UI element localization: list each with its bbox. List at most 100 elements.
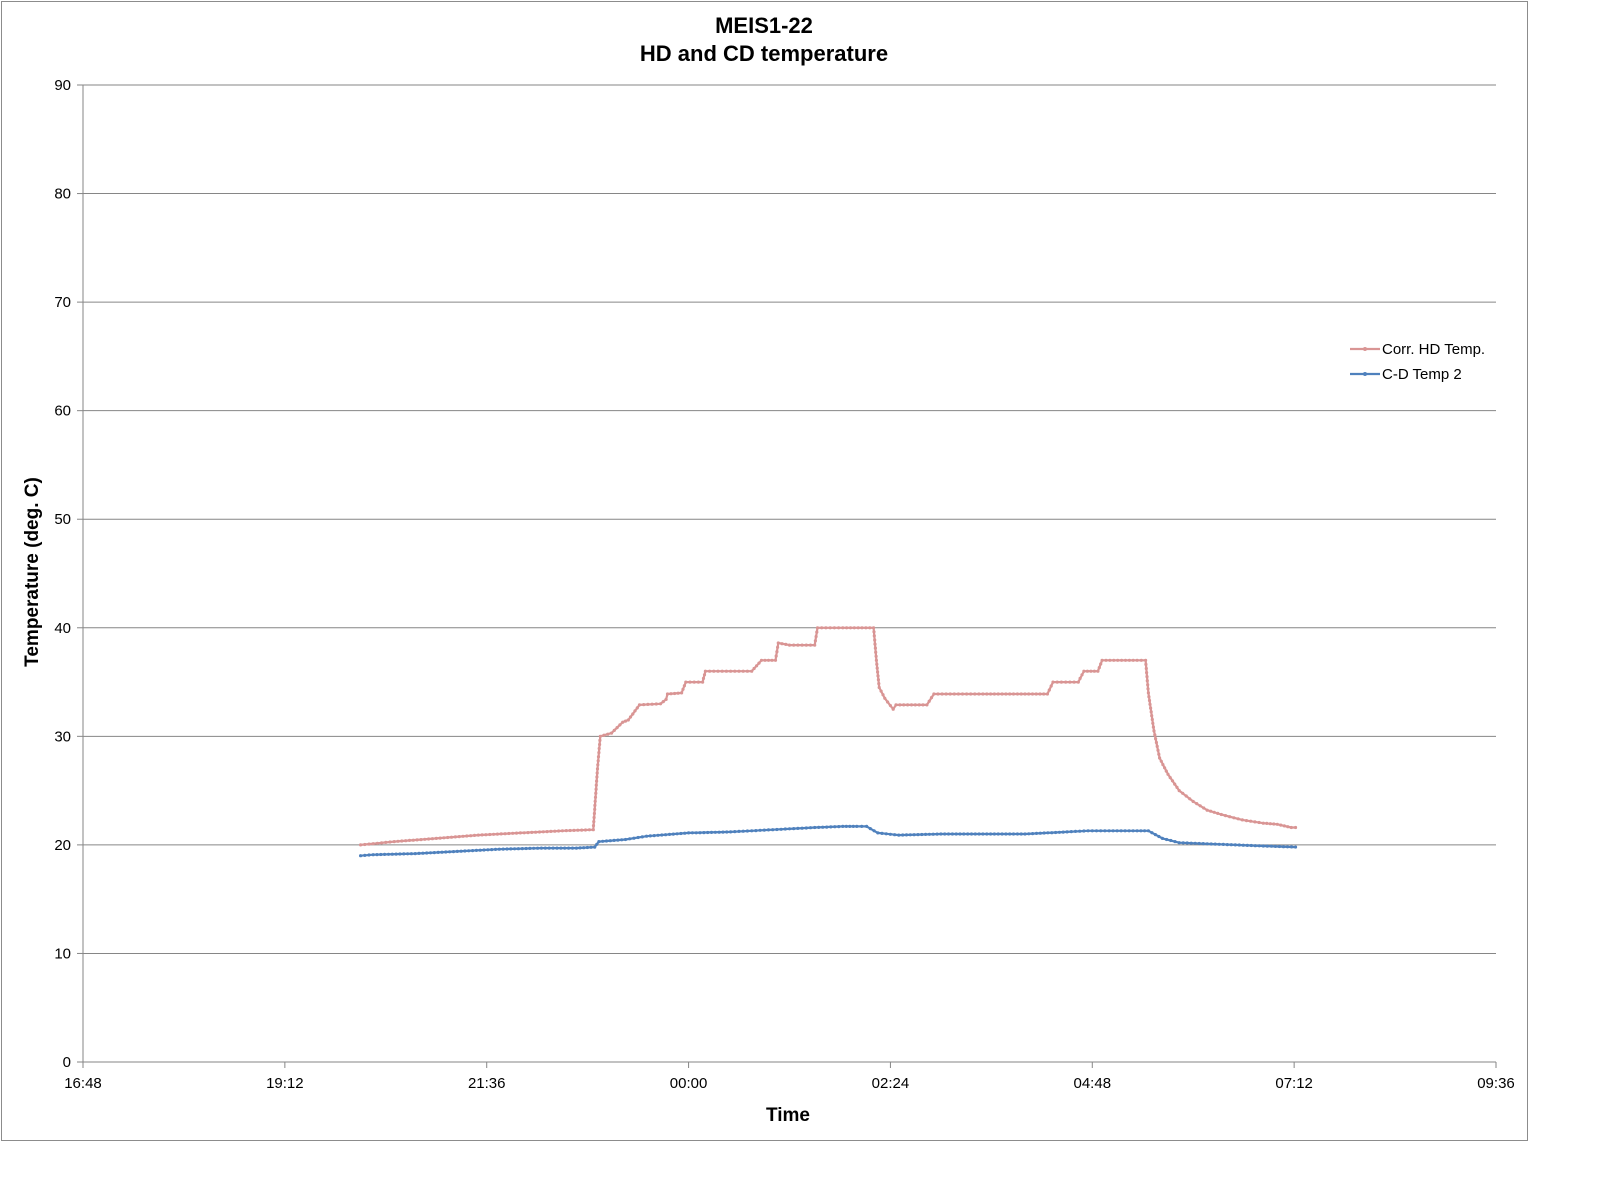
data-point: [623, 719, 628, 723]
data-point: [1055, 680, 1059, 684]
data-point: [824, 626, 828, 630]
data-point: [567, 846, 571, 850]
data-point: [367, 853, 371, 857]
data-point: [1150, 831, 1154, 835]
data-point: [560, 829, 565, 833]
data-point: [676, 691, 680, 695]
data-point: [721, 830, 725, 834]
data-point: [631, 712, 635, 716]
data-point: [1245, 843, 1249, 848]
data-point: [1030, 692, 1035, 696]
data-point: [690, 831, 695, 835]
data-point: [430, 837, 434, 841]
data-point: [940, 692, 944, 696]
data-point: [1144, 666, 1148, 671]
data-point: [1197, 841, 1201, 846]
data-point: [367, 842, 371, 846]
data-point: [927, 832, 932, 836]
data-point: [1216, 811, 1220, 816]
data-point: [635, 706, 639, 710]
data-point: [363, 853, 367, 858]
data-point: [969, 832, 974, 836]
data-point: [709, 830, 714, 835]
data-point: [851, 824, 855, 829]
data-point: [593, 845, 597, 849]
data-point: [520, 847, 524, 851]
data-point: [1145, 679, 1149, 683]
data-point: [438, 836, 442, 840]
data-point: [876, 831, 880, 835]
data-point: [939, 832, 943, 836]
data-point: [906, 703, 910, 707]
data-point: [1049, 684, 1053, 688]
data-point: [425, 851, 429, 855]
data-point: [783, 827, 787, 831]
data-point: [1205, 808, 1209, 812]
data-point: [612, 838, 616, 843]
series-group: [359, 626, 1298, 858]
x-tick-label: 19:12: [266, 1075, 304, 1092]
data-point: [1228, 815, 1232, 819]
data-point: [1034, 692, 1038, 696]
data-point: [436, 850, 440, 855]
data-point: [545, 830, 549, 834]
chart-frame: [1, 1, 1528, 1141]
data-point: [1144, 658, 1148, 662]
data-point: [392, 840, 396, 844]
data-point: [1151, 721, 1155, 725]
axes: 0 10 20 30 40 50 60 70 80 90 16:48 19:12 21:36 00:00 0…: [54, 77, 1514, 1092]
data-point: [593, 807, 597, 812]
data-point: [495, 832, 499, 836]
data-point: [679, 831, 683, 836]
data-point: [891, 707, 895, 711]
legend-marker: [1363, 347, 1367, 351]
data-point: [1073, 829, 1078, 834]
data-point: [703, 669, 708, 673]
data-point: [626, 718, 630, 722]
data-point: [1212, 810, 1216, 814]
data-point: [775, 827, 779, 832]
data-point: [1209, 842, 1213, 846]
data-point: [595, 779, 599, 783]
data-point: [636, 835, 640, 840]
data-point: [434, 836, 438, 841]
x-tick-label: 02:24: [872, 1075, 910, 1092]
data-point: [379, 852, 383, 857]
data-point: [1205, 842, 1209, 846]
data-point: [673, 691, 677, 696]
data-point: [1217, 842, 1221, 846]
data-point: [725, 830, 729, 834]
data-point: [1153, 733, 1157, 737]
data-point: [1045, 692, 1049, 696]
data-point: [1285, 845, 1290, 849]
data-point: [1034, 831, 1039, 836]
data-point: [1135, 829, 1139, 833]
data-point: [564, 829, 568, 833]
data-point: [875, 666, 879, 670]
data-point: [402, 852, 406, 856]
data-point: [1161, 763, 1165, 767]
data-point: [661, 700, 665, 704]
data-point: [929, 696, 934, 700]
data-point: [815, 626, 820, 630]
data-point: [1229, 843, 1233, 847]
data-point: [1223, 814, 1228, 818]
data-point: [593, 795, 598, 799]
data-point: [633, 709, 637, 713]
y-axis-title: Temperature (deg. C): [22, 477, 43, 667]
data-point: [935, 832, 939, 836]
data-point: [1135, 658, 1139, 662]
data-point: [522, 831, 526, 835]
data-point: [829, 825, 833, 829]
data-point: [733, 830, 737, 834]
data-point: [808, 826, 813, 830]
data-point: [1038, 692, 1042, 696]
data-point: [511, 831, 515, 835]
data-point: [1257, 844, 1261, 848]
data-point: [654, 702, 658, 706]
data-point: [449, 835, 454, 839]
data-point: [886, 700, 890, 704]
data-point: [582, 846, 586, 850]
data-point: [877, 685, 881, 690]
data-point: [1096, 669, 1100, 673]
